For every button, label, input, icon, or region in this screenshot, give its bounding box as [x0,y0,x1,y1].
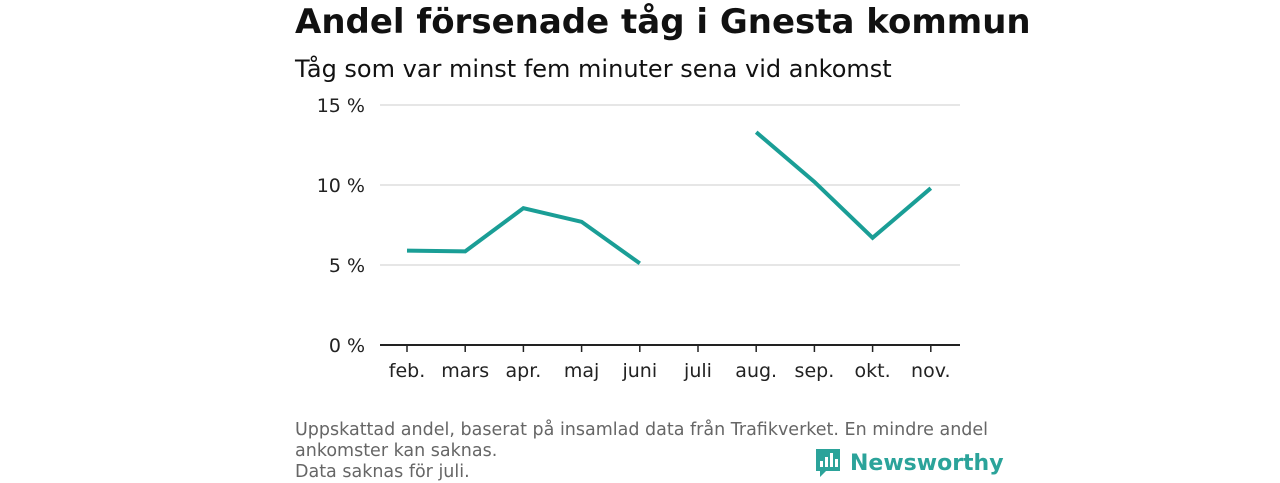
x-tick-label: sep. [795,360,835,382]
series-line-segment [406,206,641,266]
x-tick-label: okt. [855,360,891,382]
series-line-segment [754,130,933,241]
y-tick-label: 15 % [317,95,365,117]
x-axis-ticks: feb. mars apr. maj juni juli aug. sep. okt. nov. [389,345,951,382]
logo-text: Newsworthy [850,450,1004,476]
x-tick-label: feb. [389,360,425,382]
newsworthy-logo: Newsworthy [814,447,1004,479]
chart-footer: Uppskattad andel, baserat på insamlad da… [295,420,995,483]
line-chart: 0 % 5 % 10 % 15 % feb. mars apr. maj juni juli au… [317,95,960,382]
x-tick-label: apr. [505,360,541,382]
y-tick-label: 0 % [329,335,365,357]
y-axis-ticks: 0 % 5 % 10 % 15 % [317,95,365,357]
x-tick-label: aug. [735,360,777,382]
footer-note-3: Data saknas för juli. [295,462,470,482]
x-tick-label: nov. [911,360,950,382]
x-tick-label: juni [621,360,657,382]
series-line [406,130,933,266]
y-tick-label: 10 % [317,175,365,197]
x-tick-label: maj [564,360,599,382]
newsworthy-chart-icon [816,449,840,477]
chart-title: Andel försenade tåg i Gnesta kommun [295,2,1031,42]
x-tick-label: mars [441,360,489,382]
footer-note-2: ankomster kan saknas. [295,441,498,461]
gridlines [380,104,960,346]
y-tick-label: 5 % [329,255,365,277]
x-tick-label: juli [683,360,712,382]
chart-subtitle: Tåg som var minst fem minuter sena vid a… [295,55,892,83]
footer-note-1: Uppskattad andel, baserat på insamlad da… [295,420,989,440]
